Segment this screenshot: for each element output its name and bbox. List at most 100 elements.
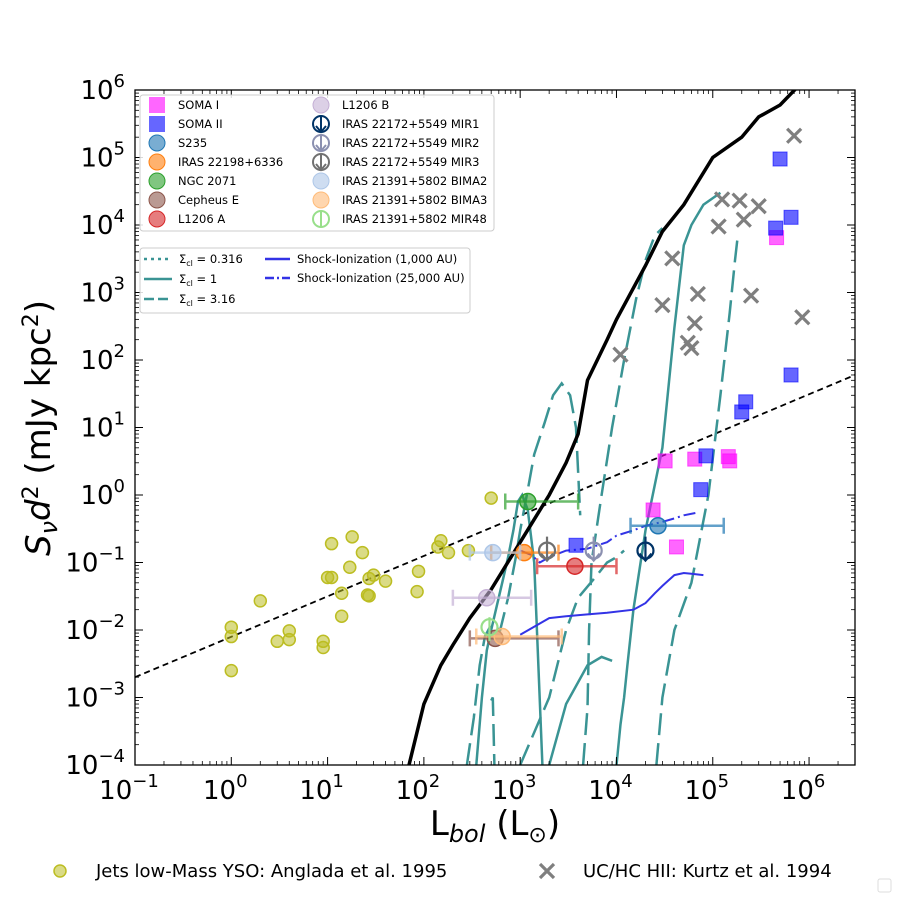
legend-label: IRAS 22198+6336 (178, 155, 283, 169)
kurtz-point (612, 346, 629, 363)
anglada-point (270, 634, 284, 649)
legend-shock-25000-label: Shock-Ionization (25,000 AU) (297, 271, 465, 285)
kurtz-point (686, 315, 703, 332)
kurtz-point (750, 198, 767, 215)
x-tick-label: 100 (203, 771, 248, 806)
legend-marker-arrow (315, 116, 327, 134)
y-tick-label: 103 (80, 274, 125, 309)
source-errorbar-3 (468, 630, 560, 647)
x-tick-label: 105 (684, 771, 729, 806)
sigma-model-curve-4 (655, 239, 739, 765)
legend-marker-arrow (315, 135, 327, 153)
sigma-model-curve-3 (581, 227, 664, 765)
legend-markers-box (139, 94, 495, 232)
kurtz-point (735, 211, 752, 228)
sigma-model-curve-1 (490, 696, 496, 765)
bottom-legend-kurtz-label: UC/HC HII: Kurtz et al. 1994 (583, 861, 832, 882)
soma-ii-point (783, 209, 799, 225)
kurtz-point (689, 285, 706, 303)
anglada-point (224, 620, 239, 634)
legend-marker-arrow (315, 154, 327, 172)
legend-label: IRAS 22172+5549 MIR2 (342, 136, 480, 150)
kurtz-point (664, 250, 681, 267)
anglada-point (334, 609, 349, 623)
anglada-point (410, 584, 424, 599)
y-axis-title: Sνd2 (mJy kpc2) (19, 300, 63, 556)
y-tick-label: 10−4 (65, 746, 125, 781)
anglada-point (355, 545, 370, 560)
soma-i-point (657, 453, 673, 469)
y-tick-label: 10−3 (65, 679, 125, 714)
anglada-point (343, 560, 357, 575)
source-errorbar-2 (504, 493, 580, 510)
anglada-point (316, 634, 330, 649)
anglada-point (324, 536, 339, 551)
y-tick-label: 102 (80, 341, 125, 376)
legend-label: S235 (178, 136, 207, 150)
anglada-point (334, 586, 349, 601)
soma-ii-point (772, 151, 788, 167)
x-tick-label: 104 (588, 771, 633, 806)
soma-ii-point (738, 394, 754, 410)
anglada-point (411, 564, 426, 579)
anglada-point (441, 545, 456, 560)
kurtz-point (654, 296, 671, 314)
y-tick-label: 105 (80, 139, 125, 174)
source-point-9 (484, 543, 502, 562)
kurtz-point (794, 309, 811, 326)
anglada-point (253, 594, 268, 608)
anglada-point (282, 624, 297, 638)
x-tick-label: 106 (781, 771, 826, 806)
anglada-point (461, 543, 476, 558)
black-model-curve (407, 90, 798, 765)
kurtz-point (742, 287, 760, 304)
legend-marker (148, 153, 166, 171)
sigma-model-curve-2 (519, 549, 625, 765)
legend-lines-box (139, 247, 471, 314)
kurtz-point (710, 218, 727, 235)
x-axis-title: Lbol (L⊙) (430, 804, 560, 848)
legend-sigma-label: Σcl = 0.316 (179, 252, 243, 268)
legend-marker (312, 96, 330, 114)
anglada-point (362, 589, 376, 603)
legend-label: IRAS 21391+5802 BIMA2 (342, 174, 487, 188)
legend-label: SOMA I (178, 98, 219, 112)
soma-ii-point (693, 482, 709, 498)
anglada-point (434, 534, 448, 548)
soma-ii-point (783, 367, 799, 383)
y-tick-label: 10−1 (65, 544, 125, 579)
kurtz-point (731, 192, 748, 209)
sigma-model-curve-0 (465, 381, 582, 765)
legend-label: Cepheus E (178, 193, 239, 207)
legend-label: IRAS 21391+5802 BIMA3 (342, 193, 487, 207)
soma-ii-point (568, 537, 584, 553)
source-point-2 (519, 492, 537, 511)
source-upper-limit-arrow-7 (586, 536, 601, 563)
legend-marker (148, 172, 166, 190)
legend-label: SOMA II (178, 117, 223, 131)
legend-marker (312, 191, 330, 209)
bottom-legend-kurtz-marker (538, 862, 556, 880)
legend-label: IRAS 22172+5549 MIR3 (342, 155, 480, 169)
kurtz-point (713, 191, 731, 208)
legend-marker (149, 97, 165, 113)
soma-ii-point (698, 448, 714, 464)
x-tick-label: 103 (492, 771, 537, 806)
anglada-point (366, 568, 381, 582)
soma-i-point (668, 539, 684, 555)
reference-dashed-line (135, 374, 855, 679)
soma-i-point (722, 453, 738, 469)
anglada-point (224, 663, 239, 678)
anglada-point (484, 491, 498, 505)
legend-marker (312, 172, 330, 190)
legend-label: IRAS 21391+5802 MIR48 (342, 212, 487, 226)
legend-marker (148, 210, 166, 228)
x-tick-label: 10−1 (99, 771, 159, 806)
bottom-legend-anglada-label: Jets low-Mass YSO: Anglada et al. 1995 (95, 861, 447, 882)
legend-label: L1206 A (178, 212, 225, 226)
source-point-10 (493, 627, 511, 646)
source-point-5 (478, 589, 496, 607)
source-point-0 (649, 517, 667, 535)
kurtz-point (683, 339, 700, 357)
